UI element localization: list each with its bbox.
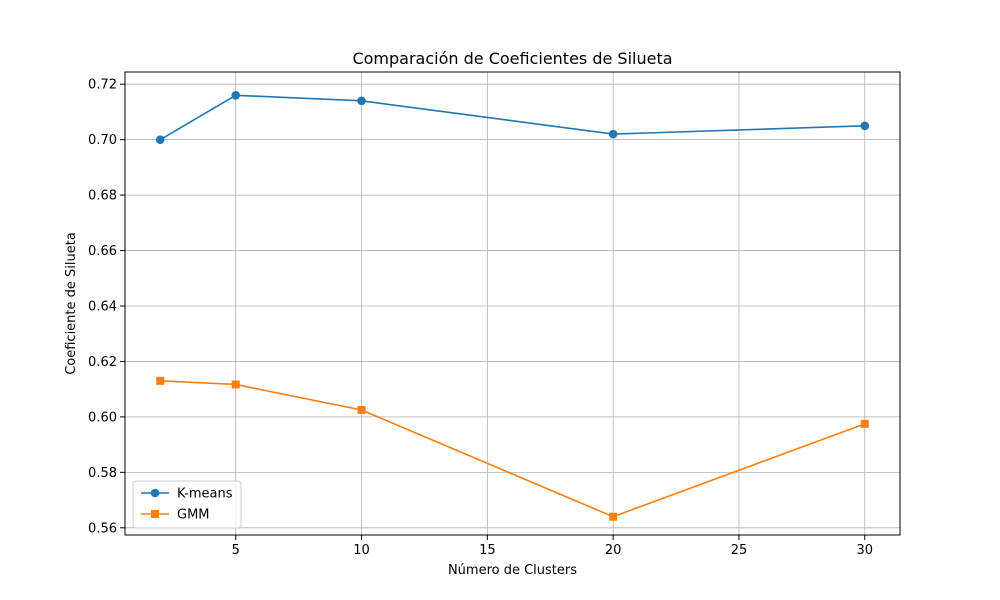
data-point <box>155 135 165 144</box>
y-tick-label: 0.64 <box>88 299 117 314</box>
x-tick-label: 10 <box>353 543 370 558</box>
data-point <box>357 96 366 106</box>
y-tick-label: 0.70 <box>88 133 117 148</box>
data-point <box>860 121 870 131</box>
legend-marker <box>150 488 160 498</box>
y-axis-title: Coeficiente de Silueta <box>64 232 79 375</box>
data-point <box>860 419 869 428</box>
legend-label: K-means <box>177 487 233 502</box>
y-tick-label: 0.56 <box>88 521 117 536</box>
series-layer <box>155 90 870 521</box>
y-tick-label: 0.60 <box>88 410 117 425</box>
plot-frame <box>124 71 901 536</box>
y-tick-label: 0.68 <box>88 189 117 204</box>
data-point <box>231 90 241 100</box>
axes: 5 10 15 20 25 30 0.56 0.58 0.60 0.62 0.64 0.66 0.68 0… <box>88 71 901 558</box>
y-tick-label: 0.62 <box>88 355 117 370</box>
x-tick-label: 25 <box>731 543 748 558</box>
x-tick-label: 30 <box>856 543 873 558</box>
data-point <box>231 380 240 389</box>
legend-marker <box>151 510 159 518</box>
chart-title: Comparación de Coeficientes de Silueta <box>352 49 672 68</box>
data-point <box>357 405 366 414</box>
y-tick-label: 0.72 <box>88 78 117 93</box>
x-tick-label: 15 <box>479 543 496 558</box>
series-gmm <box>156 376 869 521</box>
x-tick-label: 5 <box>232 543 240 558</box>
data-point <box>156 376 165 385</box>
data-point <box>609 512 618 521</box>
grid-lines <box>125 72 900 535</box>
legend-item: GMM <box>141 508 210 523</box>
legend: K-means GMM <box>132 480 242 529</box>
series-line <box>160 380 866 518</box>
data-point <box>608 129 618 139</box>
series-line <box>159 94 865 141</box>
y-tick-label: 0.66 <box>88 244 117 259</box>
x-tick-label: 20 <box>605 543 622 558</box>
series-k-means <box>155 90 870 144</box>
x-axis-title: Número de Clusters <box>448 563 577 578</box>
legend-item: K-means <box>141 487 233 502</box>
legend-label: GMM <box>177 508 210 523</box>
y-tick-label: 0.58 <box>88 466 117 481</box>
